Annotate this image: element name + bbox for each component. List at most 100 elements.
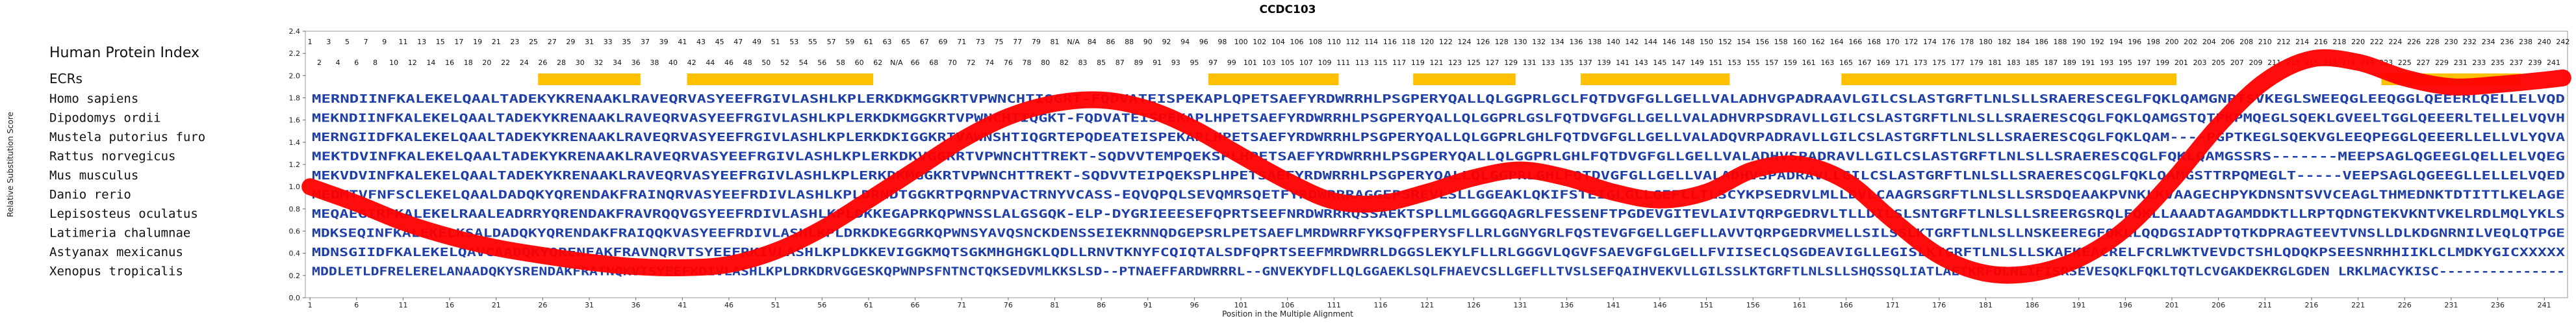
hpi-number: 113 (1355, 58, 1369, 67)
hpi-number: 238 (2519, 38, 2532, 46)
hpi-number: 52 (780, 58, 789, 67)
hpi-number: 128 (1495, 38, 1509, 46)
hpi-number: 205 (2212, 58, 2225, 67)
hpi-number: 107 (1299, 58, 1313, 67)
x-tick-label: 126 (1467, 301, 1481, 309)
hpi-number: 53 (789, 38, 798, 46)
hpi-number: 208 (2239, 38, 2253, 46)
hpi-number: 218 (2332, 38, 2346, 46)
hpi-number: 187 (2044, 58, 2058, 67)
hpi-number: 191 (2082, 58, 2095, 67)
hpi-number: 232 (2463, 38, 2477, 46)
x-tick-label: 181 (1979, 301, 1993, 309)
hpi-number: 61 (864, 38, 873, 46)
hpi-number: 130 (1513, 38, 1527, 46)
x-tick-label: 116 (1374, 301, 1388, 309)
hpi-number: 74 (985, 58, 994, 67)
hpi-number: 139 (1597, 58, 1611, 67)
hpi-number: 70 (948, 58, 957, 67)
hpi-number: 90 (1143, 38, 1153, 46)
hpi-number: 159 (1783, 58, 1797, 67)
hpi-number: 242 (2556, 38, 2570, 46)
hpi-number: 81 (1051, 38, 1060, 46)
species-name: Xenopus tropicalis (49, 265, 183, 279)
ecr-bar (1208, 73, 1339, 85)
hpi-number: 124 (1457, 38, 1471, 46)
hpi-number: 172 (1904, 38, 1918, 46)
hpi-number: 237 (2510, 58, 2523, 67)
hpi-number: 123 (1448, 58, 1462, 67)
hpi-number: 103 (1262, 58, 1276, 67)
x-tick-label: 211 (2258, 301, 2272, 309)
hpi-number: 143 (1635, 58, 1648, 67)
hpi-number: 181 (1988, 58, 2002, 67)
hpi-number: 38 (650, 58, 659, 67)
hpi-number: 152 (1718, 38, 1732, 46)
hpi-number: 60 (855, 58, 864, 67)
x-tick-label: 36 (631, 301, 641, 309)
hpi-number: 134 (1551, 38, 1564, 46)
hpi-number: 56 (817, 58, 826, 67)
y-tick-label: 0.8 (289, 205, 301, 213)
hpi-number: 55 (808, 38, 817, 46)
x-tick-label: 61 (864, 301, 873, 309)
hpi-number: 7 (364, 38, 368, 46)
hpi-number: 22 (501, 58, 510, 67)
x-tick-label: 106 (1281, 301, 1294, 309)
hpi-number: 151 (1709, 58, 1722, 67)
hpi-number: 24 (520, 58, 529, 67)
hpi-number: 197 (2137, 58, 2151, 67)
hpi-number: 36 (631, 58, 641, 67)
hpi-number: 49 (752, 38, 761, 46)
y-tick-label: 0.6 (289, 228, 301, 236)
hpi-number: 199 (2156, 58, 2169, 67)
hpi-number: 95 (1190, 58, 1199, 67)
x-tick-label: 241 (2538, 301, 2551, 309)
hpi-number: 212 (2276, 38, 2290, 46)
chart-title: CCDC103 (1259, 3, 1316, 16)
hpi-number: 157 (1765, 58, 1778, 67)
hpi-number: 222 (2370, 38, 2384, 46)
hpi-number: 5 (345, 38, 350, 46)
hpi-number: 35 (622, 38, 631, 46)
hpi-number: 50 (761, 58, 771, 67)
x-tick-label: 21 (492, 301, 501, 309)
y-tick-label: 2.0 (289, 72, 301, 80)
alignment-sequences: Homo sapiens MERNDIINFKALEKELQAALTADEKYKR… (49, 92, 2566, 279)
hpi-number: 79 (1032, 38, 1041, 46)
hpi-number: 97 (1208, 58, 1218, 67)
hpi-number: 26 (538, 58, 547, 67)
hpi-row-1: 1 3 5 7 9 11 13 15 17 19 21 23 25 27 29 31 33 35 37 39 41 43 4… (308, 38, 2570, 46)
hpi-number: 11 (398, 38, 407, 46)
hpi-number: 170 (1886, 38, 1900, 46)
hpi-number: 240 (2538, 38, 2551, 46)
y-tick-label: 2.4 (289, 27, 301, 36)
hpi-number: 149 (1690, 58, 1704, 67)
hpi-row-2: 2 4 6 8 10 12 14 16 18 20 22 24 26 28 30 32 34 36 38 40 42 44… (317, 58, 2560, 67)
x-tick-label: 1 (308, 301, 312, 309)
score-line-series-0 (301, 49, 2571, 284)
hpi-number: 110 (1327, 38, 1341, 46)
x-tick-label: 151 (1700, 301, 1713, 309)
y-tick-label: 1.2 (289, 161, 301, 169)
hpi-number: 96 (1199, 38, 1208, 46)
hpi-number: 166 (1848, 38, 1862, 46)
hpi-number: 201 (2174, 58, 2188, 67)
ecr-bar (1581, 73, 1730, 85)
hpi-number: 71 (957, 38, 966, 46)
ecr-bar (538, 73, 641, 85)
hpi-number: 92 (1162, 38, 1171, 46)
hpi-number: 18 (464, 58, 473, 67)
hpi-number: 2 (317, 58, 322, 67)
hpi-number: 68 (929, 58, 938, 67)
y-tick-label: 0.0 (289, 294, 301, 302)
x-tick-label: 146 (1653, 301, 1666, 309)
hpi-number: 101 (1243, 58, 1257, 67)
x-tick-label: 131 (1513, 301, 1527, 309)
hpi-number: 43 (696, 38, 706, 46)
hpi-number: 80 (1041, 58, 1050, 67)
hpi-number: 65 (901, 38, 910, 46)
hpi-number: 63 (883, 38, 892, 46)
hpi-number: 37 (641, 38, 650, 46)
